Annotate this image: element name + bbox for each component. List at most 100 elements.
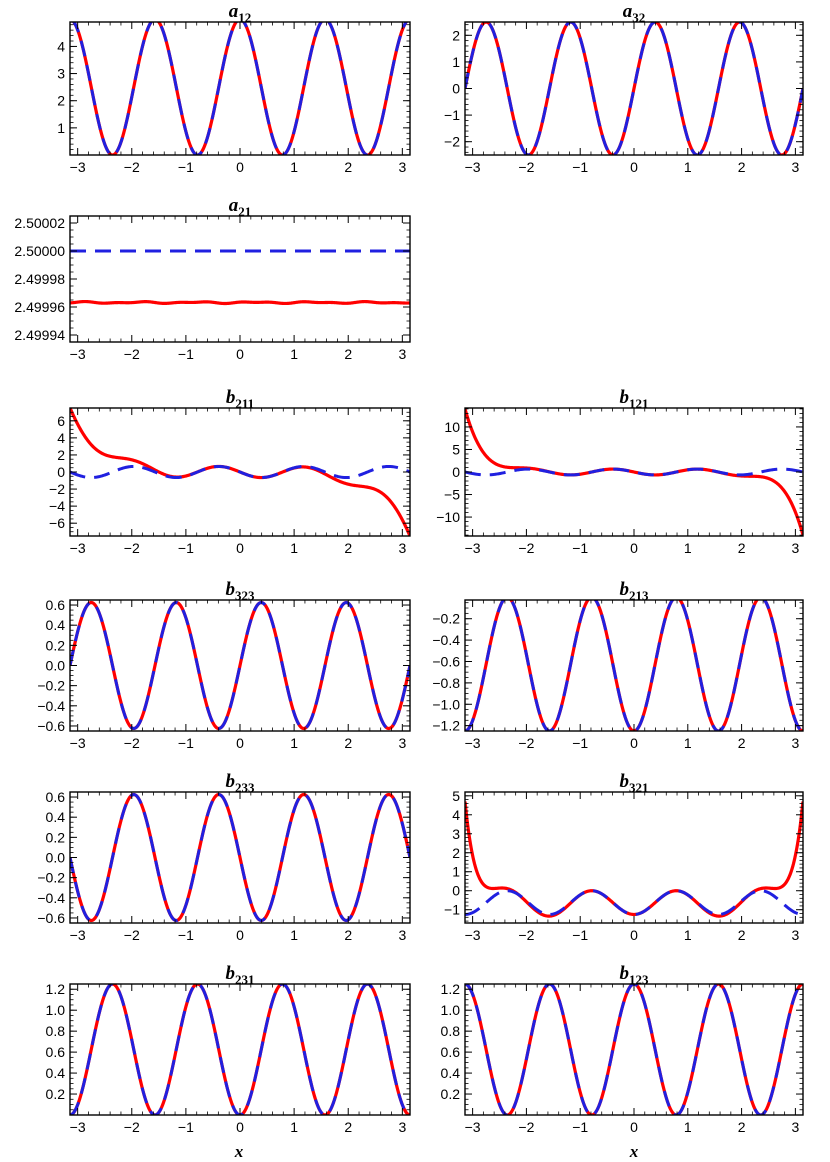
y-tick-label: 0.2	[46, 1086, 66, 1102]
plot-frame	[69, 983, 411, 1116]
y-tick-label: 0.0	[46, 850, 66, 866]
x-tick-label: 3	[791, 159, 799, 175]
y-tick-label: 0	[452, 883, 460, 899]
x-tick-label: 3	[398, 540, 406, 556]
panel-title-subscript: 123	[629, 972, 649, 987]
plot-frame	[464, 791, 804, 924]
x-tick-label: −2	[124, 346, 140, 362]
y-tick-label: 1	[452, 54, 460, 70]
panel-title-symbol: b	[226, 771, 236, 792]
x-tick-label: −2	[124, 735, 140, 751]
plot-frame	[69, 21, 411, 156]
x-tick-label: −2	[518, 735, 534, 751]
y-tick-label: 0	[452, 464, 460, 480]
y-tick-label: 2	[452, 845, 460, 861]
x-tick-label: 3	[398, 735, 406, 751]
x-tick-label: 1	[684, 540, 692, 556]
x-tick-label: 3	[398, 1119, 406, 1135]
y-tick-label: 2.49998	[14, 271, 65, 287]
panel-title-symbol: b	[620, 387, 630, 408]
x-tick-label: 3	[791, 735, 799, 751]
y-tick-label: 2	[57, 447, 65, 463]
x-tick-label: −3	[70, 927, 86, 943]
panel-title-symbol: a	[229, 1, 239, 22]
panel-title-subscript: 323	[235, 588, 255, 603]
y-tick-label: 2	[57, 93, 65, 109]
y-tick-label: 0.4	[46, 1065, 66, 1081]
y-tick-label: 1	[57, 120, 65, 136]
panel-title: b321	[620, 771, 649, 795]
y-tick-label: 0	[452, 81, 460, 97]
panel-title-symbol: b	[226, 579, 236, 600]
panel-title: a32	[623, 1, 646, 25]
panel-title: b213	[620, 579, 650, 603]
panel-title: b121	[620, 387, 649, 411]
panel-title-symbol: b	[620, 771, 630, 792]
x-tick-label: −3	[70, 159, 86, 175]
y-tick-label: 2.50000	[14, 243, 65, 259]
blue-dashed-series	[70, 464, 410, 480]
y-tick-label: −0.6	[432, 653, 460, 669]
y-tick-label: 0.4	[46, 809, 66, 825]
panel-title: b211	[226, 387, 254, 411]
x-tick-label: 0	[630, 159, 638, 175]
x-tick-label: 1	[290, 540, 298, 556]
x-tick-label: −1	[178, 159, 194, 175]
y-tick-label: 10	[444, 419, 460, 435]
panel-title-subscript: 211	[235, 396, 254, 411]
x-tick-label: −1	[178, 540, 194, 556]
blue-dashed-series	[70, 984, 410, 1115]
panel-b323: −3 −2 −1 0 1 2 3 −0.6 −0.4 −0.2 0.0 0.2 0.4 0.6 b323	[37, 579, 411, 751]
y-tick-label: −2	[49, 481, 65, 497]
x-tick-label: 1	[684, 159, 692, 175]
panel-title-subscript: 231	[235, 972, 255, 987]
blue-dashed-series	[465, 600, 803, 731]
x-tick-label: −1	[572, 927, 588, 943]
panel-title-subscript: 233	[235, 780, 255, 795]
plot-frame	[69, 215, 411, 343]
x-tick-label: −3	[465, 927, 481, 943]
y-tick-label: 0.6	[46, 789, 66, 805]
y-tick-label: 0.6	[46, 597, 66, 613]
panel-title-subscript: 12	[238, 10, 251, 25]
y-tick-label: −4	[49, 498, 65, 514]
x-tick-label: −1	[572, 159, 588, 175]
y-tick-label: 1.2	[46, 981, 66, 997]
panel-b213: −3 −2 −1 0 1 2 3 −1.2 −1.0 −0.8 −0.6 −0.4 −0.2 b213	[432, 579, 804, 751]
x-tick-label: 2	[738, 1119, 746, 1135]
x-tick-label: −2	[518, 927, 534, 943]
y-tick-label: 4	[57, 430, 65, 446]
x-tick-label: 0	[630, 735, 638, 751]
x-tick-label: −2	[124, 540, 140, 556]
y-tick-label: 2	[452, 27, 460, 43]
y-tick-label: 0	[57, 464, 65, 480]
x-tick-label: −3	[465, 159, 481, 175]
y-tick-label: −0.2	[432, 611, 460, 627]
y-tick-label: −2	[444, 134, 460, 150]
x-tick-label: −2	[124, 159, 140, 175]
panel-title-symbol: b	[620, 579, 630, 600]
x-tick-label: −3	[70, 540, 86, 556]
x-tick-label: 3	[398, 159, 406, 175]
y-tick-label: −0.6	[37, 910, 65, 926]
x-tick-label: 0	[236, 735, 244, 751]
x-tick-label: −1	[178, 927, 194, 943]
x-tick-label: −2	[124, 1119, 140, 1135]
red-solid-series	[70, 600, 410, 731]
x-tick-label: 1	[290, 1119, 298, 1135]
panel-a21: −3 −2 −1 0 1 2 3 2.49994 2.49996 2.49998 2.50000 2.…	[14, 195, 411, 362]
panel-title-symbol: b	[226, 963, 236, 984]
panel-title-symbol: a	[229, 195, 239, 216]
red-solid-series	[71, 22, 409, 155]
blue-dashed-series	[465, 889, 803, 916]
y-tick-label: −1.2	[432, 718, 460, 734]
y-tick-label: −0.4	[432, 632, 460, 648]
x-tick-label: 2	[738, 735, 746, 751]
x-tick-label: 2	[738, 540, 746, 556]
x-tick-label: 0	[630, 1119, 638, 1135]
x-tick-label: 3	[791, 927, 799, 943]
red-solid-series	[70, 984, 410, 1115]
x-tick-label: −2	[124, 927, 140, 943]
